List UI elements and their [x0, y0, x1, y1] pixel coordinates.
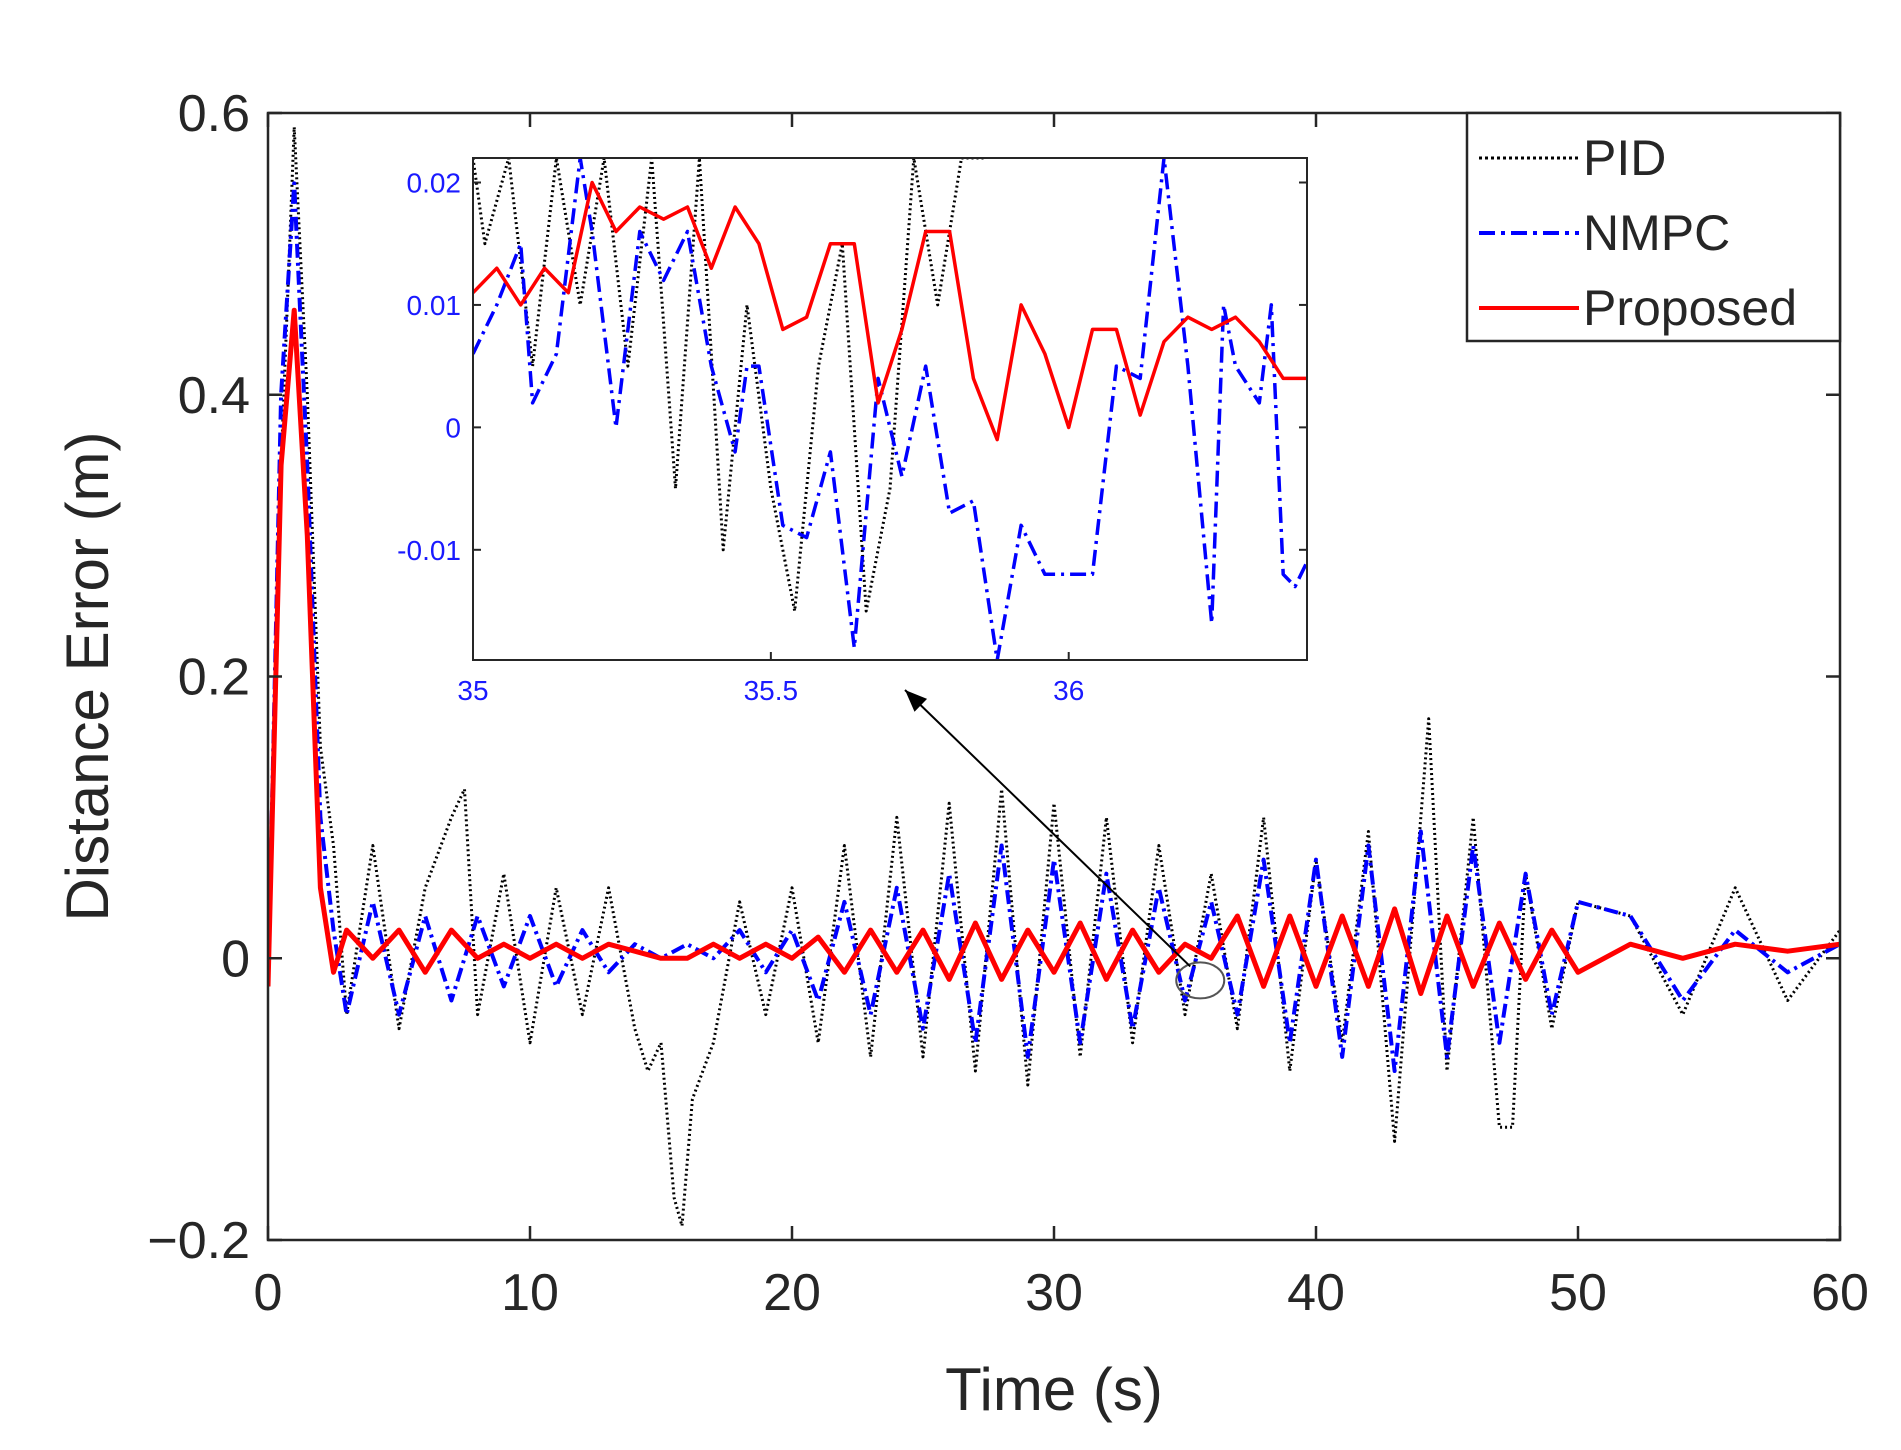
inset-group: 35 35.5 36 -0.01 0 0.01 0.02 [397, 157, 1308, 1000]
legend-label-proposed: Proposed [1583, 280, 1797, 336]
inset-y-tick-label: 0.01 [407, 290, 462, 321]
x-tick-label: 30 [1025, 1264, 1083, 1322]
y-tick-label: 0 [221, 930, 250, 988]
zoom-arrow-head [905, 690, 928, 712]
x-tick-label: 10 [501, 1264, 559, 1322]
series-line-proposed [268, 307, 1840, 996]
x-axis-label: Time (s) [945, 1356, 1163, 1423]
x-tick-label: 50 [1549, 1264, 1607, 1322]
y-tick-label: 0.4 [178, 367, 250, 425]
inset-series-line-nmpc [473, 158, 1307, 660]
inset-y-tick-label: 0.02 [407, 167, 462, 198]
zoom-region-marker [1175, 961, 1226, 1000]
x-tick-label: 20 [763, 1264, 821, 1322]
inset-series-line-proposed [473, 180, 1307, 442]
inset-background [473, 158, 1307, 660]
zoom-arrow [904, 689, 1191, 968]
inset-y-tick-label: 0 [445, 412, 461, 443]
legend-label-nmpc: NMPC [1583, 205, 1730, 261]
series-line-pid [268, 125, 1840, 1228]
main-series-group [268, 125, 1840, 1228]
legend-box [1465, 111, 1842, 343]
inset-x-tick-label: 35.5 [744, 675, 799, 706]
y-axis-label: Distance Error (m) [54, 431, 121, 921]
inset-frame [472, 157, 1308, 661]
series-line-nmpc [268, 181, 1840, 1073]
inset-x-tick-label: 35 [457, 675, 488, 706]
inset-series-group [473, 158, 1307, 660]
inset-x-tick-label: 36 [1053, 675, 1084, 706]
x-tick-label: 60 [1811, 1264, 1869, 1322]
inset-y-tick-label: -0.01 [397, 535, 461, 566]
x-tick-label: 0 [254, 1264, 283, 1322]
y-tick-label: −0.2 [147, 1212, 250, 1270]
y-tick-label: 0.6 [178, 85, 250, 143]
legend-label-pid: PID [1583, 130, 1666, 186]
x-tick-label: 40 [1287, 1264, 1345, 1322]
inset-series-line-pid [473, 158, 986, 613]
legend: PID NMPC Proposed [1465, 111, 1842, 343]
y-tick-label: 0.2 [178, 649, 250, 707]
